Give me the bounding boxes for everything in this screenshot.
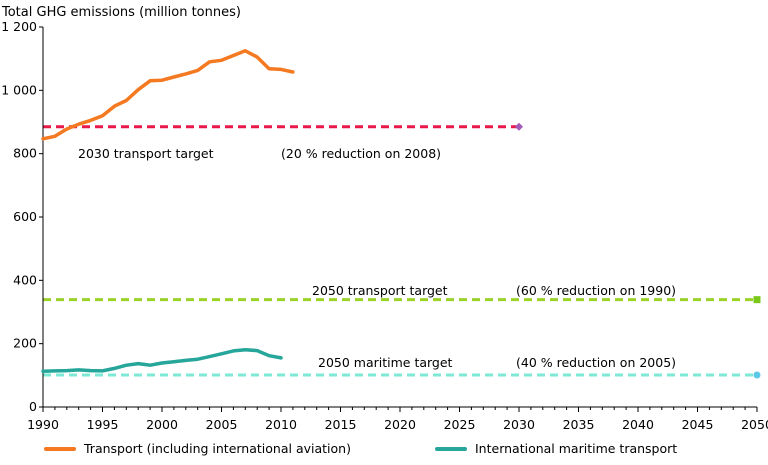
x-tick-label: 1990 [27, 417, 59, 432]
x-tick-label: 2005 [206, 417, 238, 432]
target-lines [43, 122, 761, 379]
x-tick-label: 2000 [146, 417, 178, 432]
x-tick-label: 2020 [384, 417, 416, 432]
x-tick-label: 2030 [503, 417, 535, 432]
target-label: 2050 transport target [312, 283, 448, 298]
series-lines [41, 49, 295, 373]
target-note: (40 % reduction on 2005) [516, 355, 676, 370]
target-note: (60 % reduction on 1990) [516, 283, 676, 298]
x-tick-label: 2050 [741, 417, 768, 432]
target-label: 2050 maritime target [318, 355, 453, 370]
x-tick-label: 2035 [563, 417, 595, 432]
y-tick-label: 200 [13, 336, 37, 351]
x-tick-label: 2025 [444, 417, 476, 432]
x-tick-label: 2015 [325, 417, 357, 432]
x-tick-label: 1995 [87, 417, 119, 432]
legend-label: International maritime transport [475, 441, 677, 456]
x-tick-label: 2040 [622, 417, 654, 432]
series-line-1 [41, 347, 283, 373]
y-tick-label: 800 [13, 146, 37, 161]
y-tick-label: 0 [29, 399, 37, 414]
target-marker-square [753, 296, 761, 304]
x-tick-label: 2010 [265, 417, 297, 432]
axes: 0 200 400 600 800 1 000 1 200 1990 1995 2000 2005 2… [1, 19, 768, 432]
target-annotations: 2030 transport target (20 % reduction on … [78, 146, 676, 370]
series-line-0 [41, 49, 295, 141]
target-marker-circle [753, 371, 761, 379]
x-tick-label: 2045 [682, 417, 714, 432]
target-label: 2030 transport target [78, 146, 214, 161]
target-note: (20 % reduction on 2008) [281, 146, 441, 161]
legend: Transport (including international aviat… [44, 441, 677, 456]
y-axis-label: Total GHG emissions (million tonnes) [1, 5, 241, 20]
y-tick-label: 400 [13, 272, 37, 287]
y-tick-label: 600 [13, 209, 37, 224]
y-tick-label: 1 000 [1, 82, 37, 97]
y-tick-label: 1 200 [1, 19, 37, 34]
legend-label: Transport (including international aviat… [83, 441, 351, 456]
target-marker-diamond [515, 122, 523, 131]
